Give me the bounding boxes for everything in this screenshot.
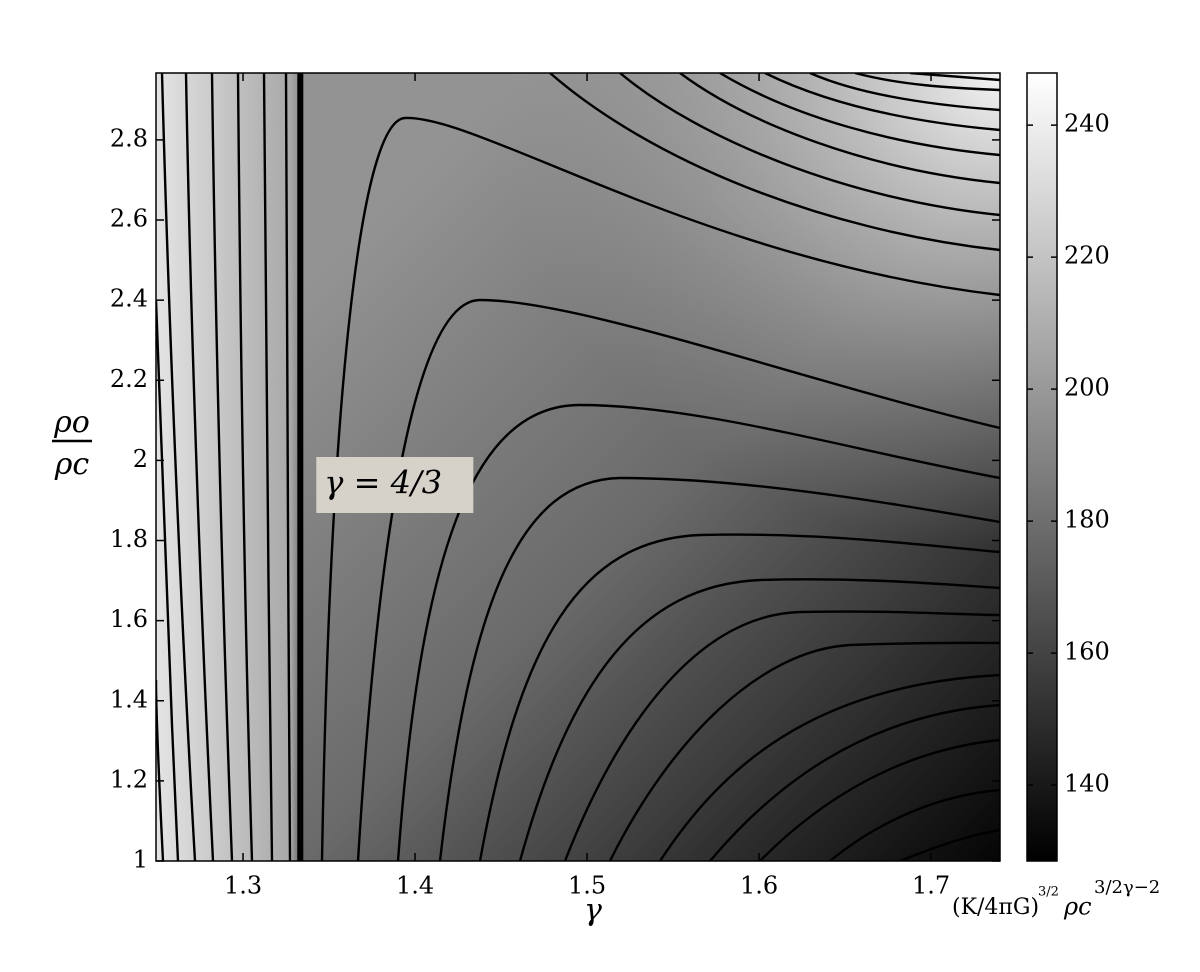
x-tick-label: 1.3 <box>224 872 262 900</box>
colorbar-label-base: (K/4πG) <box>952 895 1039 920</box>
y-tick-label: 1.8 <box>110 525 148 553</box>
plot-frame <box>155 72 1001 862</box>
y-tick-label: 1.6 <box>110 605 148 633</box>
annotation: γ = 4/3 <box>324 464 442 502</box>
colorbar-label-variable: ρc <box>1063 893 1092 921</box>
y-tick-label: 2 <box>133 445 148 473</box>
x-tick-label: 1.5 <box>568 872 606 900</box>
y-tick-label: 2.2 <box>110 365 148 393</box>
colorbar-tick-label: 160 <box>1064 638 1110 666</box>
annotation-box <box>316 457 474 513</box>
y-axis-label-denominator: ρc <box>54 447 90 482</box>
y-tick-label: 1.4 <box>110 685 148 713</box>
colorbar-tick-label: 240 <box>1064 110 1110 138</box>
y-tick-label: 2.6 <box>110 205 148 233</box>
y-tick-label: 1 <box>133 846 148 874</box>
y-tick-label: 1.2 <box>110 765 148 793</box>
x-tick-label: 1.4 <box>396 872 434 900</box>
colorbar-label-base-exponent: 3/2 <box>1038 885 1059 900</box>
colorbar-label-variable-exponent: 3/2γ−2 <box>1094 877 1160 898</box>
colorbar-tick-label: 200 <box>1064 374 1110 402</box>
x-tick-label: 1.6 <box>740 872 778 900</box>
contour-field <box>156 73 1000 861</box>
x-tick-label: 1.7 <box>912 872 950 900</box>
y-tick-label: 2.4 <box>110 285 148 313</box>
y-axis-label-numerator: ρo <box>53 405 90 440</box>
colorbar-tick-label: 220 <box>1064 242 1110 270</box>
colorbar <box>1026 72 1058 862</box>
x-axis-label: γ <box>584 893 602 928</box>
colorbar-tick-label: 140 <box>1064 770 1110 798</box>
colorbar-tick-label: 180 <box>1064 506 1110 534</box>
y-tick-label: 2.8 <box>110 124 148 152</box>
